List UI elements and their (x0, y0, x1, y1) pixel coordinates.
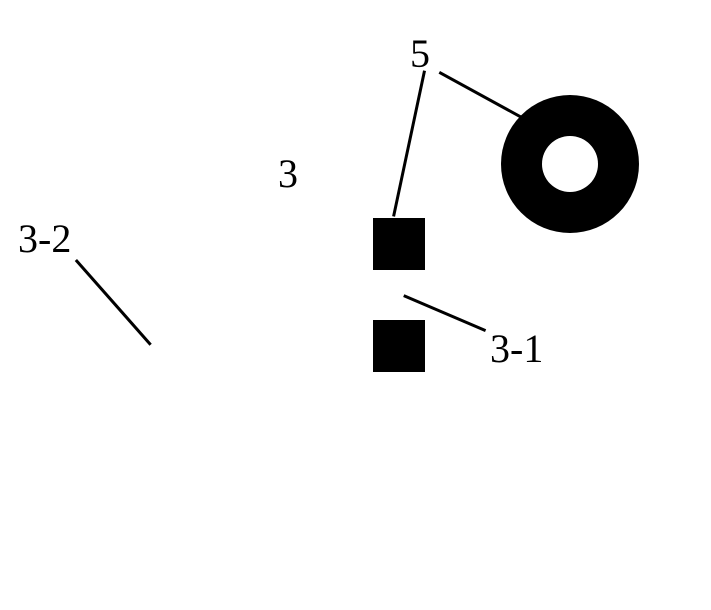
leader-5-to-square (392, 70, 426, 217)
label-3: 3 (278, 150, 298, 197)
label-5: 5 (410, 30, 430, 77)
donut-icon (501, 95, 639, 233)
label-3-1: 3-1 (490, 325, 543, 372)
leader-3-2 (75, 259, 152, 346)
square-top (373, 218, 425, 270)
square-bottom (373, 320, 425, 372)
label-3-2: 3-2 (18, 215, 71, 262)
diagram-stage: 5 3 3-2 3-1 (0, 0, 711, 610)
donut-hole (542, 136, 598, 192)
